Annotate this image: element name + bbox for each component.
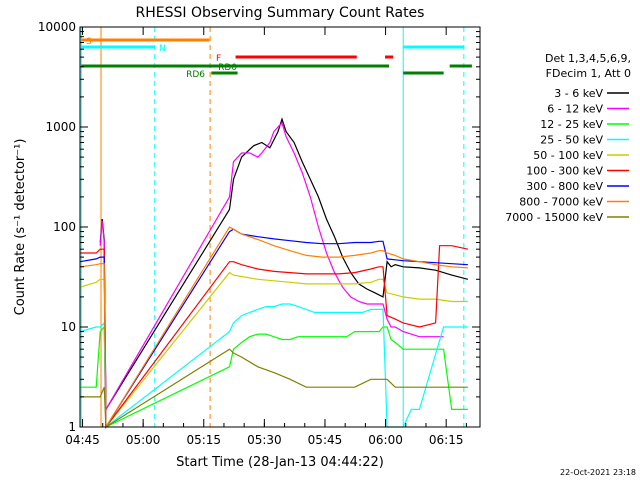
series-line-1 — [99, 121, 444, 412]
legend: Det 1,3,4,5,6,9, FDecim 1, Att 0 3 - 6 k… — [505, 52, 631, 224]
x-tick-label-6: 06:15 — [429, 433, 464, 447]
state-bar-label-f: F — [216, 54, 221, 64]
x-tick-label-2: 05:15 — [186, 433, 221, 447]
footer-timestamp: 22-Oct-2021 23:18 — [560, 468, 636, 477]
x-axis-label: Start Time (28-Jan-13 04:44:22) — [176, 455, 384, 470]
legend-header-line-2: FDecim 1, Att 0 — [546, 67, 631, 80]
x-tick-label-5: 06:00 — [368, 433, 403, 447]
x-tick-label-0: 04:45 — [65, 433, 100, 447]
state-bar-label-s: S — [86, 37, 92, 47]
legend-label-6: 300 - 800 keV — [526, 180, 603, 193]
y-tick-label-3: 1000 — [45, 120, 76, 134]
y-tick-label-2: 100 — [53, 220, 76, 234]
legend-label-5: 100 - 300 keV — [526, 165, 603, 178]
series-line-0 — [99, 117, 469, 412]
y-axis-label: Count Rate (s⁻¹ detector⁻¹) — [13, 139, 28, 316]
series-line-2 — [80, 325, 468, 428]
legend-header-line-1: Det 1,3,4,5,6,9, — [545, 52, 631, 65]
state-bar-label-rd0: RD0 — [218, 63, 237, 73]
x-tick-label-3: 05:30 — [247, 433, 282, 447]
x-tick-label-4: 05:45 — [308, 433, 343, 447]
y-tick-label-4: 10000 — [38, 20, 76, 34]
axis-layer: 04:45 05:00 05:15 05:30 05:45 06:00 06:15 1 10 10… — [38, 20, 481, 447]
legend-label-0: 3 - 6 keV — [554, 87, 603, 100]
legend-label-8: 7000 - 15000 keV — [505, 211, 603, 224]
series-line-5 — [80, 245, 469, 429]
state-bar-label-n: N — [159, 44, 166, 54]
legend-label-3: 25 - 50 keV — [540, 134, 603, 147]
y-tick-label-0: 1 — [68, 420, 76, 434]
chart-title: RHESSI Observing Summary Count Rates — [136, 5, 425, 21]
legend-label-1: 6 - 12 keV — [547, 103, 603, 116]
legend-label-7: 800 - 7000 keV — [519, 196, 603, 209]
legend-label-2: 12 - 25 keV — [540, 118, 603, 131]
y-tick-label-1: 10 — [61, 320, 76, 334]
legend-label-4: 50 - 100 keV — [533, 149, 603, 162]
x-tick-label-1: 05:00 — [126, 433, 161, 447]
state-bar-label-rd6: RD6 — [186, 70, 205, 80]
